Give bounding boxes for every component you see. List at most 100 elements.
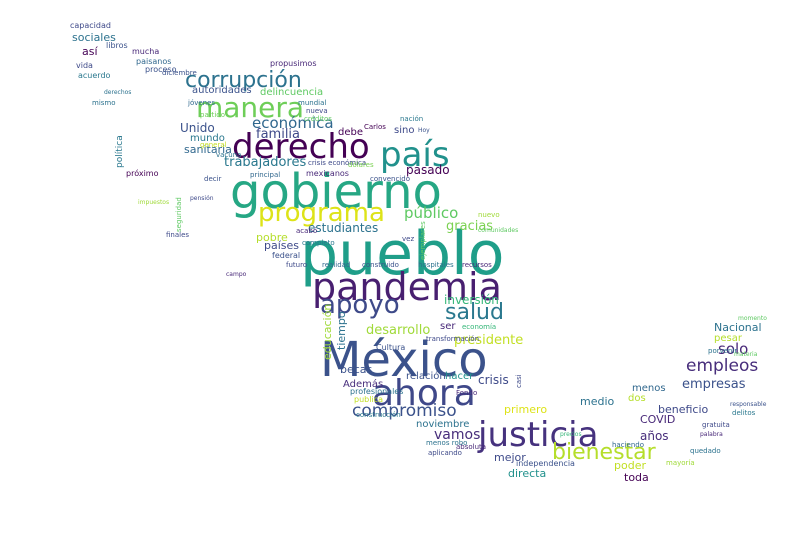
word-finales: finales (166, 231, 190, 239)
word-menos: menos (632, 383, 666, 394)
word-nueva: nueva (306, 107, 328, 115)
word-independencia: independencia (516, 459, 575, 468)
word-mejor: mejor (494, 451, 526, 464)
word-carlos: Carlos (364, 123, 386, 131)
word-inversion: inversión (444, 293, 499, 307)
word-mayoria: mayoría (666, 459, 695, 467)
word-precios: precios (560, 431, 582, 438)
word-tiempo: tiempo (335, 311, 348, 350)
word-economica: económica (252, 114, 334, 132)
word-menos-robo: menos robo (426, 439, 468, 447)
word-covid: COVID (640, 413, 676, 426)
word-unido: Unido (180, 121, 215, 135)
word-delitos: delitos (732, 409, 756, 417)
word-becas: becas (340, 363, 373, 376)
word-jovenes: jóvenes (188, 99, 216, 107)
word-dos: dos (628, 393, 646, 404)
word-quedado: quedado (690, 447, 721, 455)
word-seguridad: seguridad (175, 197, 183, 232)
word-mexico: México (320, 332, 488, 388)
word-convencido: convencido (370, 175, 410, 183)
word-economia: economía (462, 323, 497, 331)
word-general: general (200, 141, 227, 149)
word-hospitales: hospitales (418, 261, 454, 269)
word-primero: primero (504, 403, 548, 416)
word-recursos: recursos (462, 261, 492, 269)
word-ademas: Además (343, 379, 384, 390)
word-publica: publica (354, 395, 383, 404)
word-paises: países (264, 239, 300, 252)
word-noviembre: noviembre (416, 419, 470, 430)
word-dolares: dólares (348, 161, 374, 169)
word-salud: salud (445, 300, 504, 325)
word-porvenir: porvenir (708, 347, 738, 355)
word-pasado: pasado (406, 163, 450, 177)
word-medio: medio (580, 395, 615, 408)
word-familia: familia (256, 127, 301, 142)
word-comunidades: comunidades (478, 227, 519, 234)
word-empleos: empleos (686, 356, 759, 376)
word-ejemplares: ejemplares (419, 221, 427, 260)
word-presidente: presidente (454, 333, 524, 348)
word-nuevo: nuevo (478, 211, 500, 219)
word-acabo: acabó (296, 227, 318, 235)
word-pension: pensión (190, 195, 214, 202)
word-justicia: justicia (478, 415, 599, 455)
word-diciembre: diciembre (162, 69, 197, 77)
word-relacion: relación (406, 371, 446, 382)
word-mucha: mucha (132, 47, 160, 56)
word-derecho: derecho (232, 127, 370, 167)
word-gobierno: gobierno (230, 164, 442, 220)
word-empresas: empresas (682, 377, 746, 392)
word-propusimos: propusimos (270, 59, 317, 68)
word-derechos: derechos (104, 89, 132, 96)
word-mexicanos: mexicanos (306, 169, 349, 178)
word-crisis: crisis (478, 373, 509, 387)
word-proceso: proceso (145, 65, 177, 74)
word-beneficio: beneficio (658, 403, 709, 416)
word-asi: así (82, 45, 98, 58)
word-materia: materia (734, 351, 758, 358)
word-nacional: Nacional (714, 321, 762, 334)
word-palabra: palabra (700, 431, 723, 438)
word-casi: casi (515, 374, 523, 388)
word-libros: libros (106, 41, 128, 50)
word-sanitaria: sanitaria (184, 143, 232, 156)
word-haciendo: haciendo (612, 441, 644, 449)
word-paisanos: paisanos (136, 57, 172, 66)
word-gracias: gracias (446, 219, 494, 234)
word-ser: ser (440, 321, 456, 332)
word-acuerdo: acuerdo (78, 71, 111, 80)
word-aplicando: aplicando (428, 449, 462, 457)
word-solo: solo (718, 340, 749, 358)
word-trabajadores: trabajadores (224, 155, 307, 170)
word-politica: política (115, 135, 125, 168)
word-partido: partido (200, 111, 226, 119)
word-programa: programa (258, 198, 385, 228)
word-construido: construido (362, 261, 399, 269)
word-crisis-economica: crisis económica (308, 159, 367, 167)
word-pais: país (380, 135, 450, 175)
word-mundo: mundo (190, 133, 225, 144)
word-profesionales: profesionales (350, 387, 404, 396)
word-vez: vez (402, 235, 415, 243)
word-poder: poder (614, 459, 646, 472)
word-transformacion: transformación (426, 335, 480, 343)
word-directa: directa (508, 467, 547, 480)
word-bienestar: bienestar (552, 440, 656, 465)
word-pobre: pobre (256, 231, 288, 244)
word-proximo: próximo (126, 169, 159, 178)
word-pandemia: pandemia (312, 265, 502, 309)
word-momento: momento (738, 315, 767, 322)
word-corrupcion: corrupción (185, 68, 302, 93)
word-vamos: vamos (434, 427, 481, 443)
word-decir: decir (204, 175, 222, 183)
word-absoluta: absoluta (456, 443, 487, 451)
word-sociales: sociales (72, 31, 116, 44)
word-apoyo: apoyo (320, 290, 400, 320)
word-campo: campo (226, 271, 247, 278)
word-publico: público (404, 204, 459, 222)
word-desarrollo: desarrollo (366, 323, 431, 338)
word-vacuna: vacuna (216, 151, 242, 159)
